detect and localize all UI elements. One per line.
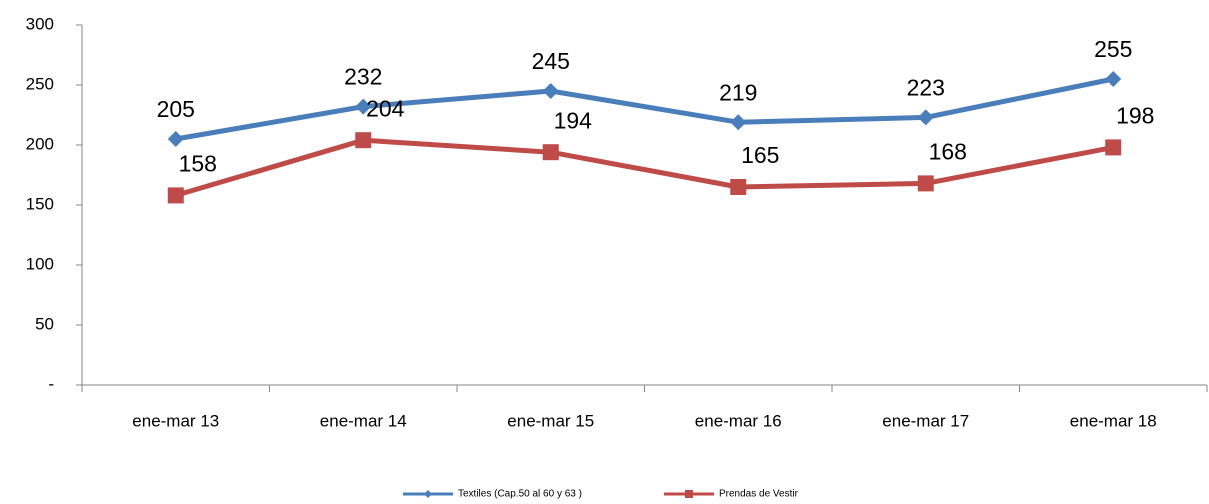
legend-item: Prendas de Vestir xyxy=(664,489,799,500)
y-tick-label: 100 xyxy=(26,254,54,273)
marker xyxy=(1105,71,1122,87)
data-label: 168 xyxy=(929,138,967,164)
marker xyxy=(1105,139,1122,156)
x-tick-label: ene-mar 13 xyxy=(132,411,219,430)
legend-marker xyxy=(685,490,693,498)
y-tick-label: 50 xyxy=(35,314,54,333)
data-label: 165 xyxy=(741,142,779,168)
marker xyxy=(355,98,372,115)
y-tick-label: - xyxy=(48,374,54,393)
marker xyxy=(355,132,372,149)
series-line xyxy=(175,76,1114,142)
x-tick-label: ene-mar 14 xyxy=(320,411,407,430)
y-tick-label: 250 xyxy=(26,74,54,93)
data-label: 198 xyxy=(1116,102,1154,128)
data-label: 245 xyxy=(532,48,570,74)
y-tick-label: 300 xyxy=(26,14,54,33)
y-tick-label: 200 xyxy=(26,134,54,153)
legend-marker xyxy=(424,490,432,498)
x-tick-label: ene-mar 17 xyxy=(882,411,969,430)
data-label: 219 xyxy=(719,79,757,105)
marker xyxy=(730,179,747,195)
marker xyxy=(917,109,934,126)
y-tick-label: 150 xyxy=(26,194,54,213)
x-tick-label: ene-mar 15 xyxy=(507,411,594,430)
legend-label: Textiles (Cap.50 al 60 y 63 ) xyxy=(458,489,582,500)
x-tick-label: ene-mar 18 xyxy=(1070,411,1157,430)
legend-label: Prendas de Vestir xyxy=(719,489,799,500)
legend-item: Textiles (Cap.50 al 60 y 63 ) xyxy=(403,489,582,500)
marker xyxy=(167,187,184,204)
marker xyxy=(542,144,559,161)
data-label: 255 xyxy=(1094,36,1132,62)
marker xyxy=(730,114,747,131)
data-label: 158 xyxy=(179,150,217,176)
data-label: 204 xyxy=(366,95,405,121)
data-label: 194 xyxy=(554,107,593,133)
marker xyxy=(167,131,184,147)
x-tick-label: ene-mar 16 xyxy=(695,411,782,430)
marker xyxy=(542,83,559,99)
series-line xyxy=(175,137,1114,198)
data-label: 205 xyxy=(157,96,195,122)
marker xyxy=(917,175,934,192)
data-label: 223 xyxy=(907,74,945,100)
data-label: 232 xyxy=(344,64,382,90)
